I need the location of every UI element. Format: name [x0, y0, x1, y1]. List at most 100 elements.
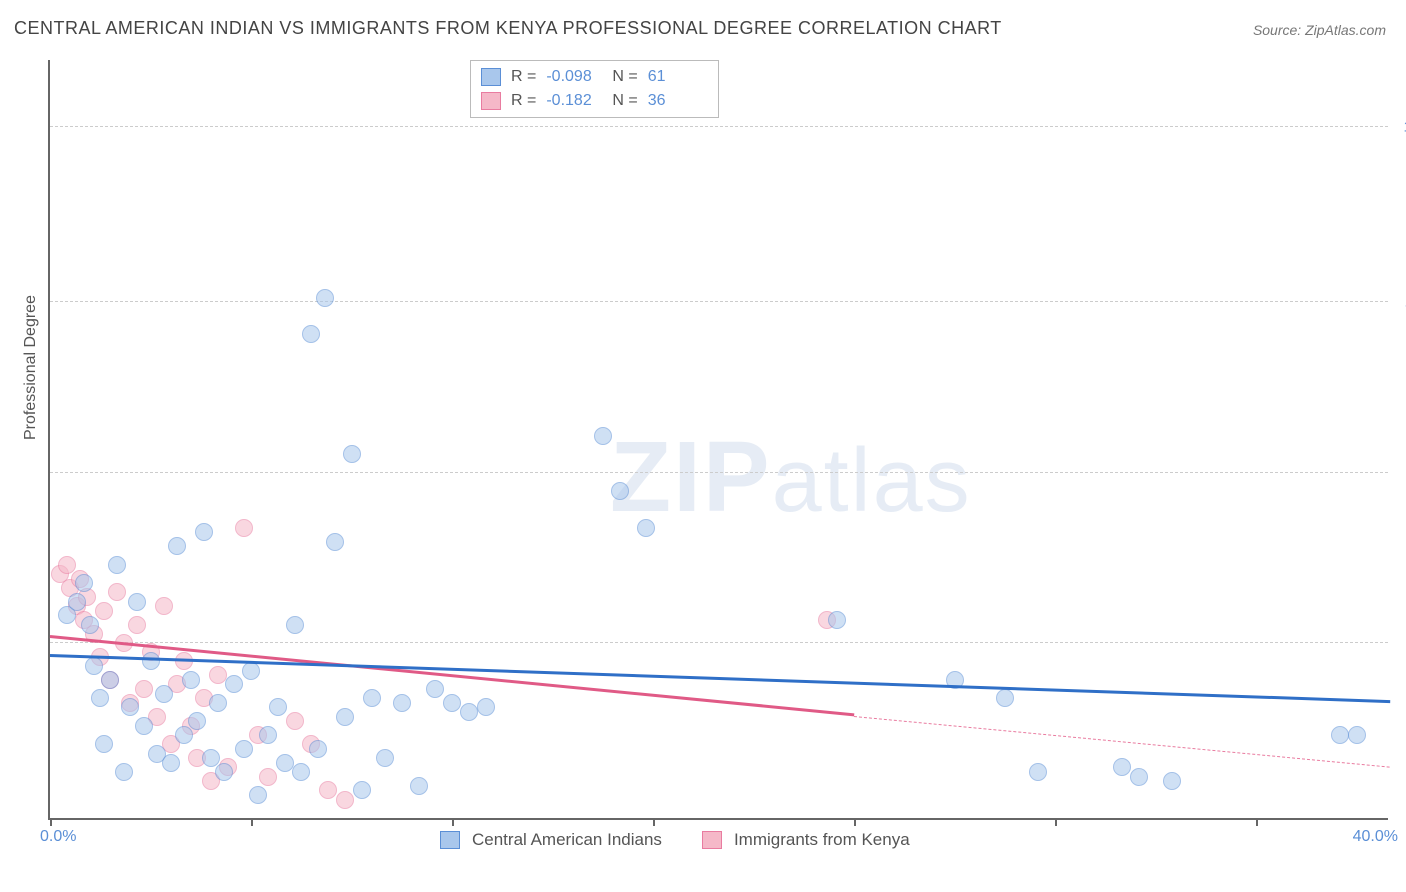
data-point	[1029, 763, 1047, 781]
data-point	[75, 574, 93, 592]
data-point	[426, 680, 444, 698]
data-point	[128, 616, 146, 634]
series-legend: Central American Indians Immigrants from…	[440, 830, 910, 850]
data-point	[121, 698, 139, 716]
data-point	[95, 602, 113, 620]
n-label: N =	[612, 92, 637, 110]
series-name: Central American Indians	[472, 830, 662, 850]
gridline	[50, 642, 1388, 643]
data-point	[259, 768, 277, 786]
data-point	[460, 703, 478, 721]
swatch-icon	[481, 92, 501, 110]
data-point	[108, 583, 126, 601]
data-point	[182, 671, 200, 689]
legend-item-series-1: Central American Indians	[440, 830, 662, 850]
data-point	[91, 689, 109, 707]
data-point	[95, 735, 113, 753]
data-point	[209, 694, 227, 712]
r-label: R =	[511, 92, 536, 110]
correlation-legend: R = -0.098 N = 61 R = -0.182 N = 36	[470, 60, 719, 118]
data-point	[225, 675, 243, 693]
x-tick	[1055, 818, 1057, 826]
data-point	[155, 685, 173, 703]
data-point	[135, 717, 153, 735]
data-point	[128, 593, 146, 611]
r-label: R =	[511, 68, 536, 86]
data-point	[302, 325, 320, 343]
swatch-icon	[440, 831, 460, 849]
legend-row-series-2: R = -0.182 N = 36	[481, 89, 708, 113]
data-point	[343, 445, 361, 463]
data-point	[363, 689, 381, 707]
x-tick	[50, 818, 52, 826]
source-attribution: Source: ZipAtlas.com	[1253, 22, 1386, 38]
gridline	[50, 472, 1388, 473]
data-point	[135, 680, 153, 698]
data-point	[477, 698, 495, 716]
r-value: -0.182	[546, 92, 606, 110]
data-point	[101, 671, 119, 689]
data-point	[1163, 772, 1181, 790]
data-point	[1113, 758, 1131, 776]
data-point	[353, 781, 371, 799]
scatter-plot-area: ZIPatlas R = -0.098 N = 61 R = -0.182 N …	[48, 60, 1388, 820]
y-axis-title: Professional Degree	[22, 295, 40, 440]
n-value: 36	[648, 92, 708, 110]
gridline	[50, 126, 1388, 127]
data-point	[309, 740, 327, 758]
data-point	[410, 777, 428, 795]
x-tick	[452, 818, 454, 826]
r-value: -0.098	[546, 68, 606, 86]
data-point	[376, 749, 394, 767]
data-point	[259, 726, 277, 744]
data-point	[215, 763, 233, 781]
data-point	[286, 616, 304, 634]
data-point	[594, 427, 612, 445]
data-point	[336, 708, 354, 726]
data-point	[115, 763, 133, 781]
data-point	[276, 754, 294, 772]
data-point	[242, 662, 260, 680]
x-tick	[1256, 818, 1258, 826]
data-point	[168, 537, 186, 555]
x-axis-start-label: 0.0%	[40, 828, 76, 846]
data-point	[175, 726, 193, 744]
x-tick	[854, 818, 856, 826]
data-point	[319, 781, 337, 799]
data-point	[316, 289, 334, 307]
data-point	[155, 597, 173, 615]
data-point	[1348, 726, 1366, 744]
x-tick	[653, 818, 655, 826]
legend-row-series-1: R = -0.098 N = 61	[481, 65, 708, 89]
data-point	[393, 694, 411, 712]
chart-title: CENTRAL AMERICAN INDIAN VS IMMIGRANTS FR…	[14, 18, 1002, 39]
legend-item-series-2: Immigrants from Kenya	[702, 830, 910, 850]
n-value: 61	[648, 68, 708, 86]
data-point	[81, 616, 99, 634]
data-point	[326, 533, 344, 551]
data-point	[286, 712, 304, 730]
data-point	[269, 698, 287, 716]
watermark: ZIPatlas	[610, 420, 972, 535]
data-point	[996, 689, 1014, 707]
data-point	[162, 754, 180, 772]
x-axis-end-label: 40.0%	[1353, 828, 1398, 846]
data-point	[188, 712, 206, 730]
data-point	[142, 652, 160, 670]
n-label: N =	[612, 68, 637, 86]
data-point	[108, 556, 126, 574]
data-point	[443, 694, 461, 712]
data-point	[85, 657, 103, 675]
data-point	[336, 791, 354, 809]
data-point	[235, 740, 253, 758]
swatch-icon	[481, 68, 501, 86]
data-point	[637, 519, 655, 537]
series-name: Immigrants from Kenya	[734, 830, 910, 850]
data-point	[249, 786, 267, 804]
data-point	[292, 763, 310, 781]
swatch-icon	[702, 831, 722, 849]
data-point	[611, 482, 629, 500]
x-tick	[251, 818, 253, 826]
data-point	[209, 666, 227, 684]
data-point	[235, 519, 253, 537]
